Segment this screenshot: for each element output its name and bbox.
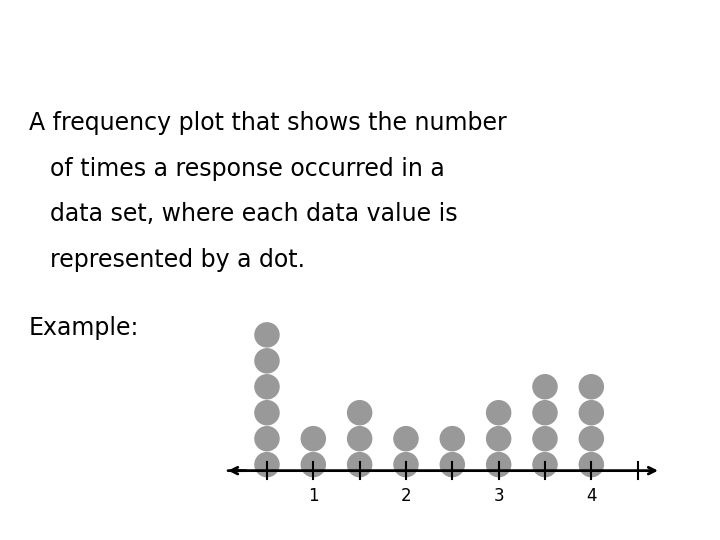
Text: data set, where each data value is: data set, where each data value is xyxy=(50,202,458,226)
Text: A frequency plot that shows the number: A frequency plot that shows the number xyxy=(29,111,507,134)
Circle shape xyxy=(533,375,557,399)
Text: Dot Plot: Dot Plot xyxy=(226,16,494,73)
Circle shape xyxy=(255,427,279,451)
Circle shape xyxy=(580,453,603,477)
Circle shape xyxy=(255,323,279,347)
Circle shape xyxy=(255,349,279,373)
Text: represented by a dot.: represented by a dot. xyxy=(50,248,305,272)
Text: 3: 3 xyxy=(493,487,504,505)
Circle shape xyxy=(255,453,279,477)
Circle shape xyxy=(533,427,557,451)
Circle shape xyxy=(487,453,510,477)
Text: of times a response occurred in a: of times a response occurred in a xyxy=(50,157,445,180)
Text: 1: 1 xyxy=(308,487,319,505)
Circle shape xyxy=(301,453,325,477)
Circle shape xyxy=(394,427,418,451)
Circle shape xyxy=(580,401,603,425)
Circle shape xyxy=(440,453,464,477)
Circle shape xyxy=(348,427,372,451)
Circle shape xyxy=(580,375,603,399)
Circle shape xyxy=(255,401,279,425)
Circle shape xyxy=(533,453,557,477)
Text: 4: 4 xyxy=(586,487,597,505)
Circle shape xyxy=(301,427,325,451)
Circle shape xyxy=(440,427,464,451)
Circle shape xyxy=(533,401,557,425)
Circle shape xyxy=(487,401,510,425)
Circle shape xyxy=(487,427,510,451)
Text: Example:: Example: xyxy=(29,316,139,340)
Circle shape xyxy=(394,453,418,477)
Text: 2: 2 xyxy=(400,487,411,505)
Circle shape xyxy=(255,375,279,399)
Circle shape xyxy=(580,427,603,451)
Circle shape xyxy=(348,453,372,477)
Circle shape xyxy=(348,401,372,425)
